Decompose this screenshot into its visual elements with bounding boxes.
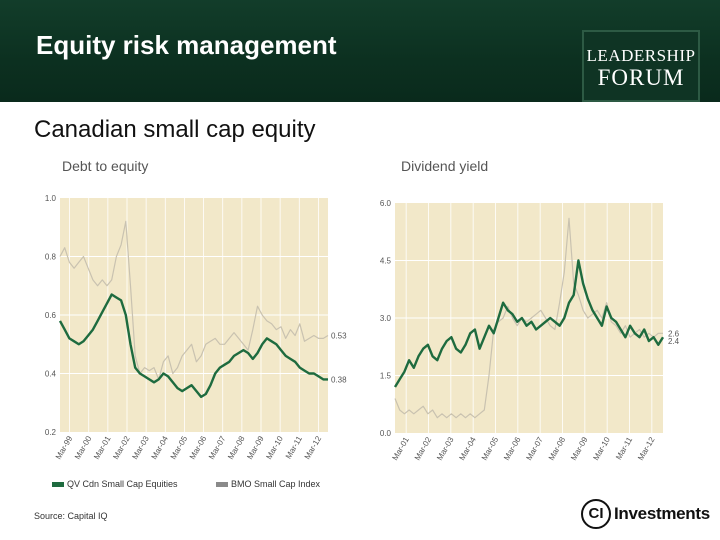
legend-label-qv: QV Cdn Small Cap Equities bbox=[67, 479, 178, 489]
chart2-xtick-label: Mar-02 bbox=[413, 435, 434, 462]
chart2-xtick-label: Mar-06 bbox=[502, 435, 523, 462]
chart1-xtick-label: Mar-06 bbox=[188, 434, 209, 461]
ci-investments-logo: CI Investments bbox=[581, 499, 710, 531]
ci-logo-text: Investments bbox=[614, 504, 710, 523]
chart1-title: Debt to equity bbox=[62, 158, 149, 174]
chart2-title: Dividend yield bbox=[401, 158, 489, 174]
chart1-xtick-label: Mar-04 bbox=[150, 434, 171, 461]
chart2-xtick-label: Mar-08 bbox=[547, 435, 568, 462]
chart1-series-bmo bbox=[59, 220, 329, 380]
chart2-xtick-label: Mar-11 bbox=[614, 435, 634, 461]
chart2-series-qv bbox=[393, 259, 665, 388]
chart2-xtick-label: Mar-07 bbox=[524, 435, 545, 462]
chart2-ytick-label: 1.5 bbox=[380, 372, 392, 381]
ci-mark: CI bbox=[581, 499, 611, 529]
chart1-xtick-label: Mar-00 bbox=[73, 434, 94, 461]
source-note: Source: Capital IQ bbox=[34, 511, 108, 521]
chart1-xtick-label: Mar-09 bbox=[245, 434, 266, 461]
chart2-xtick-label: Mar-05 bbox=[480, 435, 501, 462]
chart1-xtick-label: Mar-02 bbox=[111, 434, 132, 461]
chart1-xtick-label: Mar-11 bbox=[284, 434, 304, 460]
chart2-xtick-label: Mar-12 bbox=[636, 435, 657, 462]
chart1-ytick-label: 1.0 bbox=[45, 194, 57, 203]
chart1-xtick-label: Mar-01 bbox=[92, 434, 113, 461]
chart1-end-label: 0.53 bbox=[331, 331, 347, 340]
chart2-xtick-label: Mar-10 bbox=[591, 435, 612, 462]
chart1-xtick-label: Mar-05 bbox=[169, 434, 190, 461]
legend-swatch-bmo bbox=[216, 482, 228, 488]
logo-line1: LEADERSHIP bbox=[586, 46, 696, 65]
chart2-ytick-label: 4.5 bbox=[380, 257, 392, 266]
chart1-ytick-label: 0.6 bbox=[45, 311, 57, 320]
chart1-ytick-label: 0.4 bbox=[45, 370, 57, 379]
legend-swatch-qv bbox=[52, 482, 64, 488]
chart2-xtick-label: Mar-01 bbox=[390, 435, 411, 462]
chart1-xtick-label: Mar-08 bbox=[226, 434, 247, 461]
legend-label-bmo: BMO Small Cap Index bbox=[231, 479, 321, 489]
chart1-end-label: 0.38 bbox=[331, 375, 347, 384]
legend-item-bmo: BMO Small Cap Index bbox=[216, 479, 320, 489]
chart1-series-qv bbox=[58, 293, 328, 399]
chart2-ytick-label: 3.0 bbox=[380, 314, 392, 323]
section-subtitle: Canadian small cap equity bbox=[34, 116, 316, 143]
chart1-xtick-label: Mar-07 bbox=[207, 434, 228, 461]
chart2-xtick-label: Mar-03 bbox=[435, 435, 456, 462]
chart2-ytick-label: 6.0 bbox=[380, 199, 392, 208]
logo-line2: FORUM bbox=[597, 65, 685, 90]
chart1-ytick-label: 0.2 bbox=[45, 428, 57, 437]
chart2-xtick-label: Mar-09 bbox=[569, 435, 590, 462]
legend-item-qv: QV Cdn Small Cap Equities bbox=[52, 479, 178, 489]
chart2-ytick-label: 0.0 bbox=[380, 429, 392, 438]
header-bar: Equity risk management LEADERSHIP FORUM bbox=[0, 0, 720, 102]
chart2-end-label: 2.6 bbox=[668, 329, 680, 338]
chart2-end-label: 2.4 bbox=[668, 337, 680, 346]
chart1-xtick-label: Mar-99 bbox=[54, 434, 75, 461]
page-title: Equity risk management bbox=[36, 30, 337, 60]
chart2-series-bmo bbox=[394, 217, 663, 419]
chart1-ytick-label: 0.8 bbox=[45, 253, 57, 262]
chart2-xtick-label: Mar-04 bbox=[457, 435, 478, 462]
leadership-forum-logo: LEADERSHIP FORUM bbox=[582, 30, 700, 102]
chart1-xtick-label: Mar-03 bbox=[130, 434, 151, 461]
chart1-xtick-label: Mar-12 bbox=[303, 434, 324, 461]
chart1-xtick-label: Mar-10 bbox=[264, 434, 285, 461]
